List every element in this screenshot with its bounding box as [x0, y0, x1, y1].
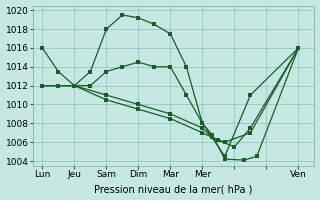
- X-axis label: Pression niveau de la mer( hPa ): Pression niveau de la mer( hPa ): [94, 184, 253, 194]
